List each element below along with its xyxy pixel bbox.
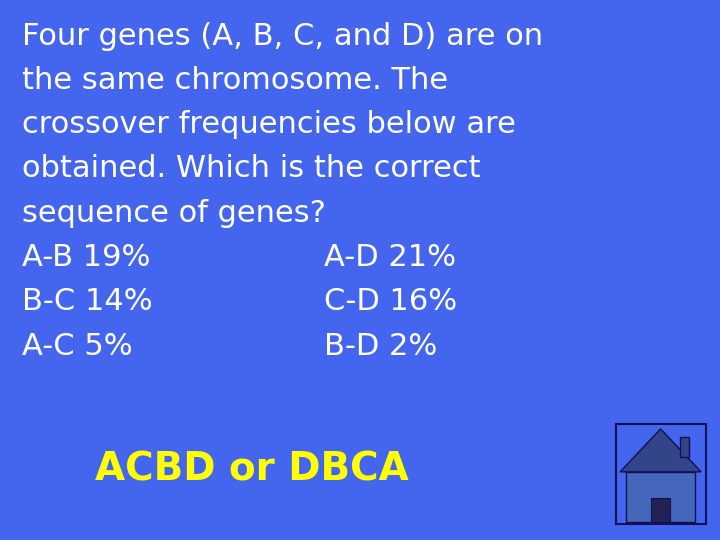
Polygon shape <box>620 429 701 472</box>
Bar <box>626 472 695 522</box>
Text: ACBD or DBCA: ACBD or DBCA <box>95 451 409 489</box>
Text: A-D 21%: A-D 21% <box>324 243 456 272</box>
Text: crossover frequencies below are: crossover frequencies below are <box>22 110 516 139</box>
Bar <box>651 498 670 522</box>
Text: Four genes (A, B, C, and D) are on: Four genes (A, B, C, and D) are on <box>22 22 543 51</box>
Text: A-B 19%: A-B 19% <box>22 243 150 272</box>
Text: A-C 5%: A-C 5% <box>22 332 132 361</box>
Bar <box>680 437 690 457</box>
Text: B-C 14%: B-C 14% <box>22 287 152 316</box>
Text: the same chromosome. The: the same chromosome. The <box>22 66 448 95</box>
Text: sequence of genes?: sequence of genes? <box>22 199 325 228</box>
Bar <box>616 424 706 524</box>
Text: B-D 2%: B-D 2% <box>324 332 437 361</box>
Text: obtained. Which is the correct: obtained. Which is the correct <box>22 154 480 184</box>
Text: C-D 16%: C-D 16% <box>324 287 457 316</box>
